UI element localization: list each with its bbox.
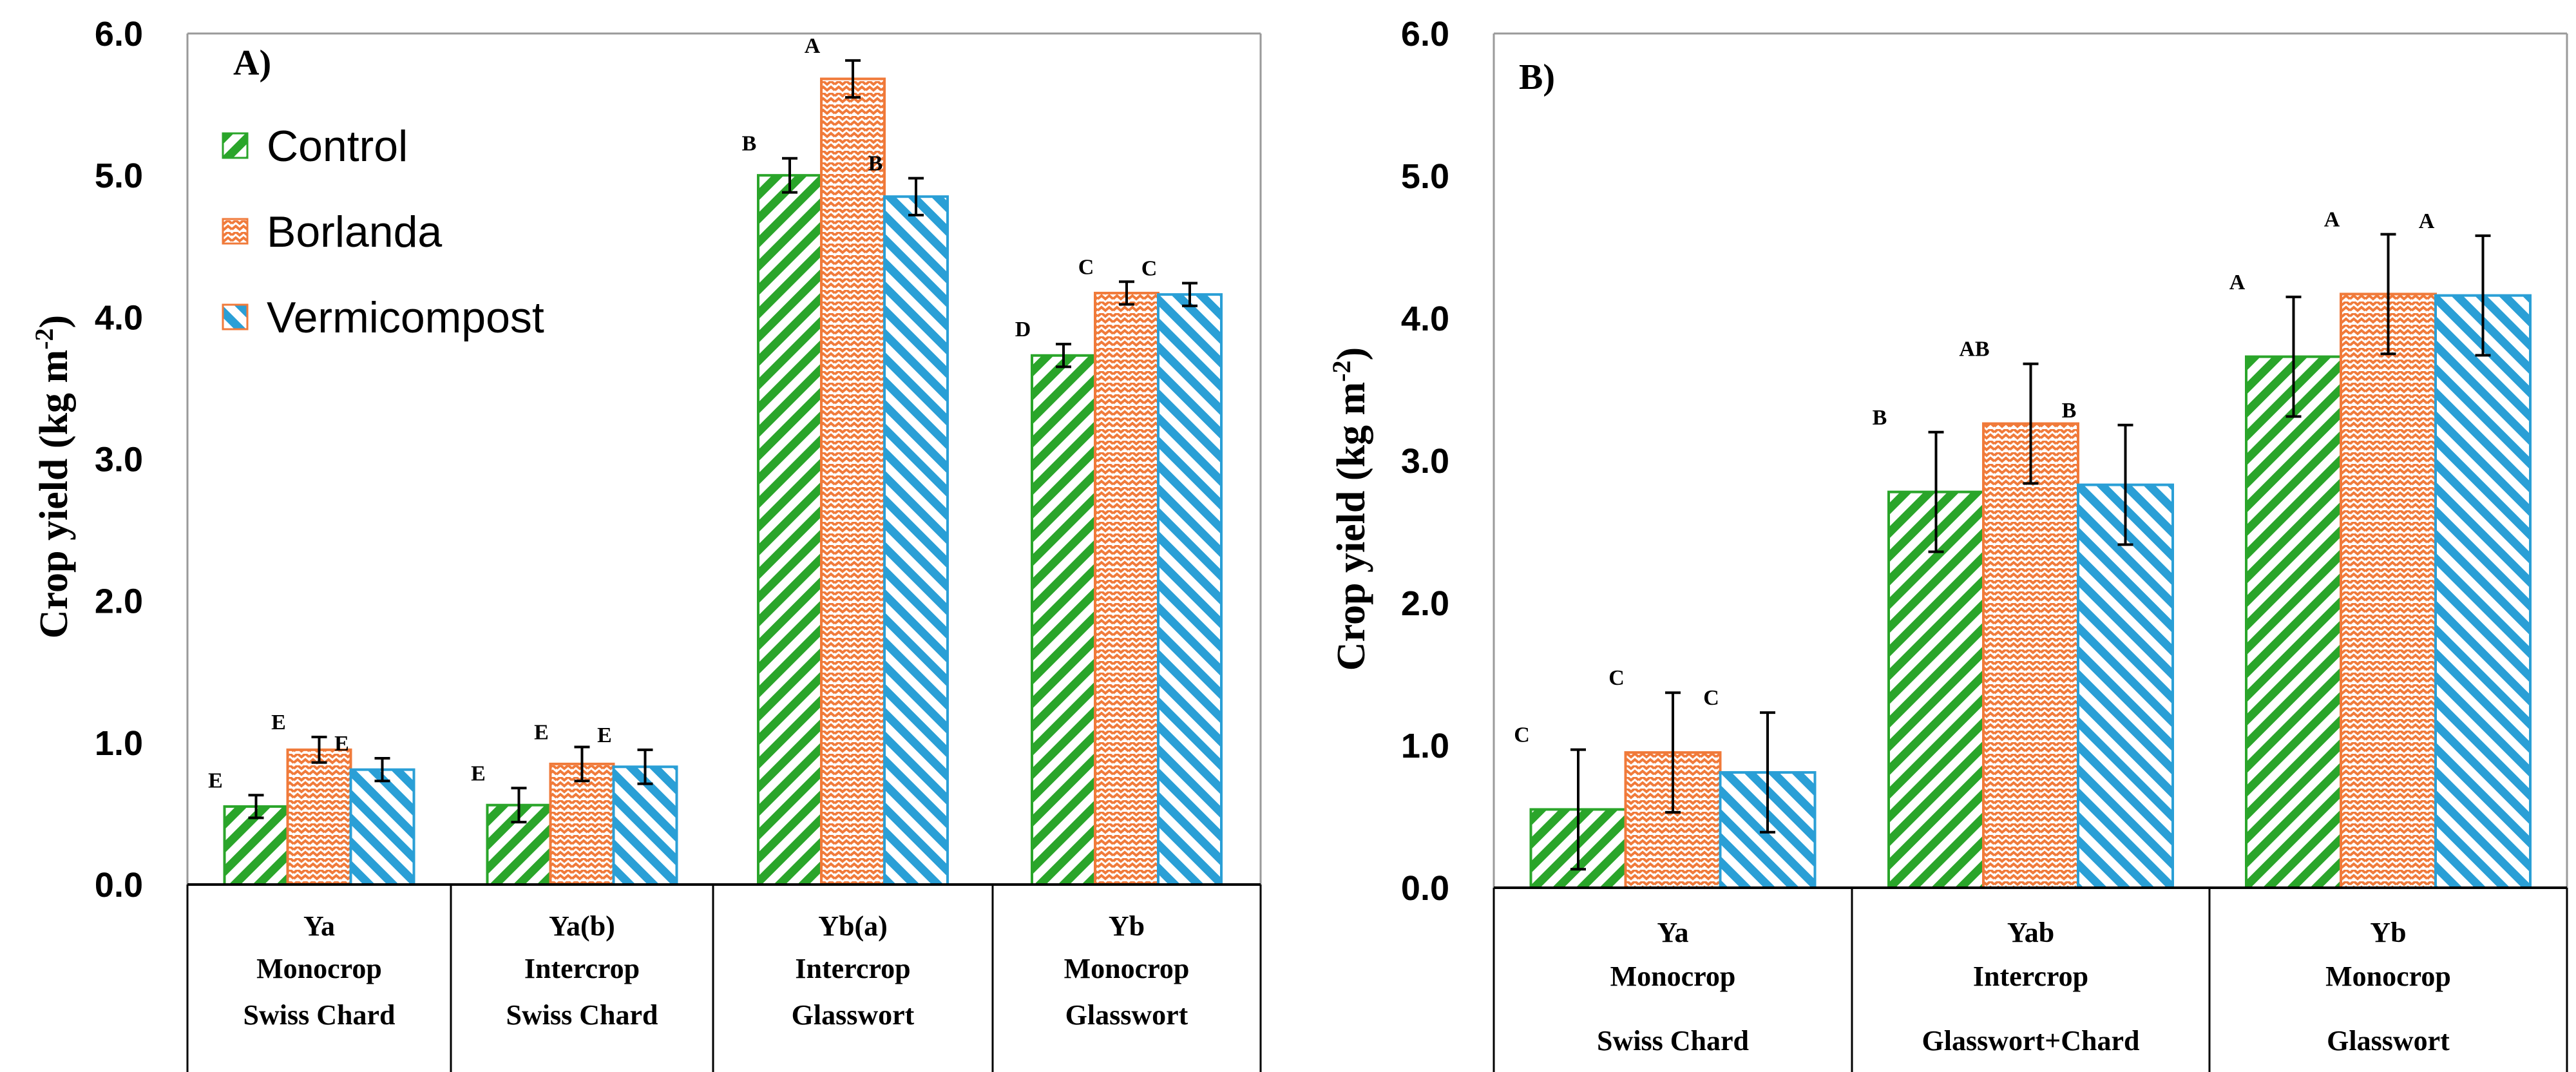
y-tick-label: 2.0 <box>1401 584 1449 623</box>
panel-b: B) Crop yield (kg m-2) 0.0 1.0 2.0 3.0 4.0 5.… <box>1327 15 2568 1072</box>
x-category-label: Yab <box>2007 917 2054 948</box>
x-category-label: Ya(b) <box>549 910 615 942</box>
legend-label-borlanda: Borlanda <box>267 207 442 256</box>
x-category-label: Yb <box>2370 917 2406 948</box>
significance-letter: A <box>805 34 821 58</box>
panel-b-title: B) <box>1519 57 1555 97</box>
x-category-label: Glasswort <box>1065 999 1188 1031</box>
bar-control <box>1887 490 1985 889</box>
legend-label-vermicompost: Vermicompost <box>267 293 544 342</box>
y-tick-label: 5.0 <box>1401 157 1449 196</box>
x-category-label: Ya <box>1657 917 1689 948</box>
x-category-label: Ya <box>303 910 335 942</box>
bar-control <box>2245 355 2342 889</box>
significance-letter: B <box>1873 406 1887 430</box>
bar-borlanda <box>820 77 886 886</box>
legend-label-control: Control <box>267 122 408 171</box>
x-category-label: Intercrop <box>1973 961 2088 992</box>
bar-vermicompost <box>2077 483 2174 889</box>
y-tick-label: 0.0 <box>95 866 143 905</box>
bar-vermicompost <box>883 195 949 886</box>
bar-vermicompost <box>1157 293 1223 886</box>
y-tick-label: 3.0 <box>95 441 143 479</box>
x-category-label: Swiss Chard <box>243 999 396 1031</box>
panel-a-y-axis-label: Crop yield (kg m-2) <box>30 315 77 638</box>
legend-swatch-control <box>222 132 249 159</box>
bar-control <box>1031 354 1096 886</box>
bar-vermicompost <box>2434 294 2532 889</box>
significance-letter: D <box>1015 318 1031 341</box>
legend-swatch-borlanda <box>222 218 249 245</box>
x-category-label: Intercrop <box>795 953 910 984</box>
bar-control <box>757 174 823 886</box>
y-tick-label: 5.0 <box>95 157 143 195</box>
y-tick-label: 4.0 <box>1401 300 1449 338</box>
significance-letter: E <box>597 723 612 747</box>
x-category-label: Glasswort <box>792 999 915 1031</box>
x-category-label: Yb <box>1109 910 1145 942</box>
y-tick-label: 0.0 <box>1401 869 1449 908</box>
x-category-label: Monocrop <box>2325 961 2451 992</box>
x-category-label: Intercrop <box>524 953 640 984</box>
x-category-label: Monocrop <box>1064 953 1190 984</box>
bar-borlanda <box>286 748 352 886</box>
significance-letter: E <box>208 769 223 792</box>
x-category-label: Yb(a) <box>818 910 888 942</box>
legend-swatch-vermicompost <box>222 303 249 330</box>
y-tick-label: 1.0 <box>95 724 143 763</box>
x-category-label: Monocrop <box>1610 961 1736 992</box>
bar-borlanda <box>2340 292 2437 889</box>
significance-letter: C <box>1703 686 1719 710</box>
y-tick-label: 4.0 <box>95 298 143 337</box>
x-category-label: Monocrop <box>256 953 382 984</box>
bar-borlanda <box>549 762 615 886</box>
bar-borlanda <box>1982 422 2079 889</box>
bar-borlanda <box>1094 291 1159 886</box>
bar-vermicompost <box>349 768 415 886</box>
panel-a-title: A) <box>233 43 271 83</box>
panel-a: A) Crop yield (kg m-2) 0.0 1.0 2.0 3.0 4.0 5.… <box>30 15 1262 1072</box>
x-category-label: Glasswort+Chard <box>1922 1025 2140 1057</box>
significance-letter: E <box>534 720 549 744</box>
x-category-label: Swiss Chard <box>506 999 658 1031</box>
y-tick-label: 1.0 <box>1401 727 1449 765</box>
y-tick-label: 6.0 <box>1401 15 1449 53</box>
significance-letter: B <box>2062 399 2077 423</box>
significance-letter: C <box>1608 666 1625 690</box>
significance-letter: B <box>742 132 757 156</box>
significance-letter: A <box>2324 208 2340 232</box>
significance-letter: E <box>471 761 486 785</box>
significance-letter: C <box>1078 255 1094 279</box>
significance-letter: E <box>271 711 286 734</box>
legend: Control Borlanda Vermicompost <box>222 122 544 342</box>
y-tick-label: 2.0 <box>95 582 143 621</box>
significance-letter: A <box>2419 209 2435 233</box>
significance-letter: C <box>1514 723 1530 747</box>
significance-letter: A <box>2229 271 2246 294</box>
panel-b-y-axis-label: Crop yield (kg m-2) <box>1327 347 1374 671</box>
significance-letter: AB <box>1959 338 1989 361</box>
y-tick-label: 6.0 <box>95 15 143 53</box>
significance-letter: E <box>334 732 349 756</box>
bar-control <box>223 805 289 886</box>
significance-letter: C <box>1141 256 1158 280</box>
significance-letter: B <box>868 152 883 176</box>
y-tick-label: 3.0 <box>1401 442 1449 481</box>
x-category-label: Glasswort <box>2327 1025 2450 1057</box>
x-category-label: Swiss Chard <box>1597 1025 1749 1057</box>
